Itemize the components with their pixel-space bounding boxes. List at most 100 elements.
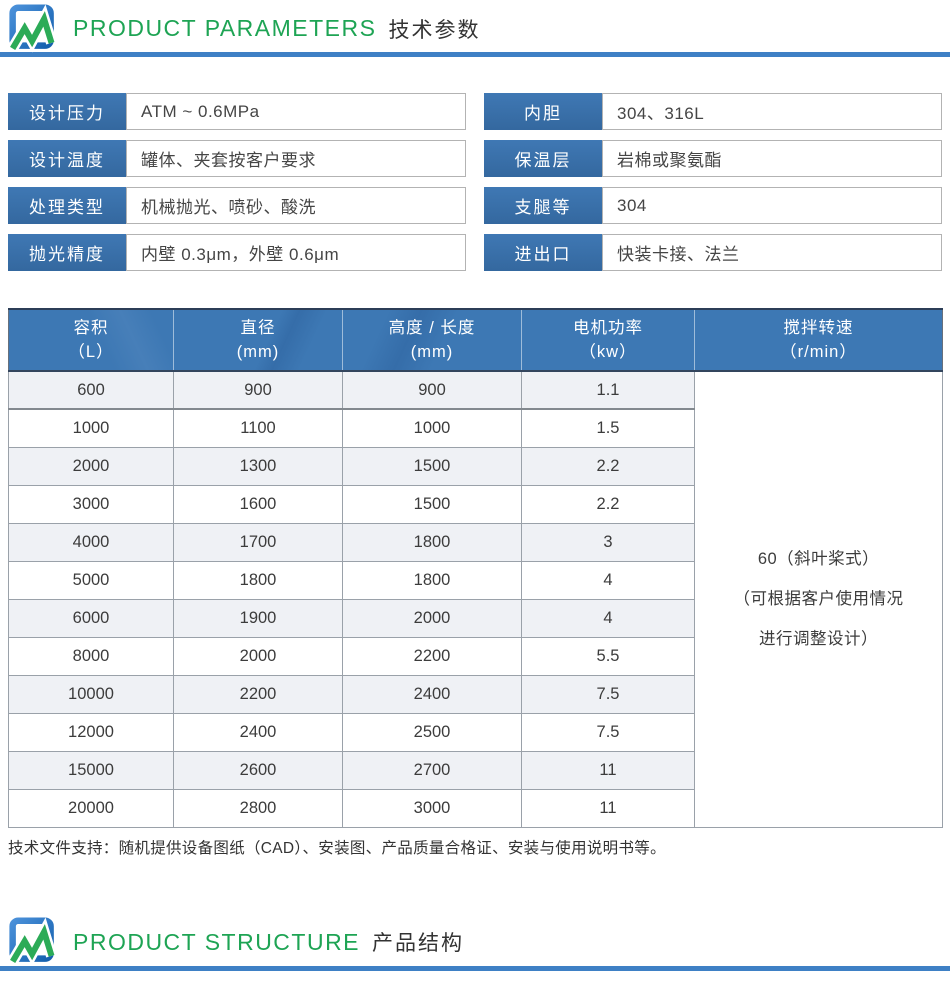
height-length-cell: 1500 (342, 484, 522, 524)
param-row-inlet-outlet: 进出口 快装卡接、法兰 (484, 234, 942, 271)
param-value: 快装卡接、法兰 (602, 234, 942, 271)
column-header-motor-power: 电机功率 （kw） (521, 309, 695, 372)
brand-logo-icon (8, 917, 58, 967)
power-cell: 1.1 (521, 370, 695, 410)
power-cell: 1.5 (521, 408, 695, 448)
param-value: 304、316L (602, 93, 942, 130)
section-header-parameters: PRODUCT PARAMETERS 技术参数 (0, 0, 950, 57)
param-label: 设计压力 (8, 93, 126, 130)
spec-table-body: 600 900 900 1.1 60（斜叶桨式） （可根据客户使用情况 进行调整… (8, 370, 943, 828)
volume-cell: 15000 (8, 750, 174, 790)
param-label: 保温层 (484, 140, 602, 177)
volume-cell: 8000 (8, 636, 174, 676)
section-title-en: PRODUCT PARAMETERS (73, 15, 377, 41)
column-header-volume: 容积 （L） (8, 309, 174, 372)
param-row-design-temperature: 设计温度 罐体、夹套按客户要求 (8, 140, 466, 177)
power-cell: 7.5 (521, 674, 695, 714)
table-row: 12000 2400 2500 7.5 (8, 712, 943, 752)
param-row-polish-precision: 抛光精度 内壁 0.3μm，外壁 0.6μm (8, 234, 466, 271)
diameter-cell: 900 (173, 370, 343, 410)
volume-cell: 5000 (8, 560, 174, 600)
height-length-cell: 2400 (342, 674, 522, 714)
header-row: 容积 （L） 直径 (mm) 高度 / 长度 (mm) 电机功率 （kw） 搅拌… (8, 309, 943, 372)
volume-cell: 2000 (8, 446, 174, 486)
param-row-insulation-layer: 保温层 岩棉或聚氨酯 (484, 140, 942, 177)
parameters-right-column: 内胆 304、316L 保温层 岩棉或聚氨酯 支腿等 304 进出口 快装卡接、… (484, 93, 942, 281)
height-length-cell: 2200 (342, 636, 522, 676)
power-cell: 11 (521, 750, 695, 790)
column-unit: （r/min） (780, 343, 857, 361)
diameter-cell: 2400 (173, 712, 343, 752)
power-cell: 11 (521, 788, 695, 828)
diameter-cell: 1600 (173, 484, 343, 524)
power-cell: 2.2 (521, 484, 695, 524)
stir-speed-line: 进行调整设计） (759, 630, 878, 649)
stir-speed-line: （可根据客户使用情况 (733, 590, 904, 609)
volume-cell: 1000 (8, 408, 174, 448)
volume-cell: 12000 (8, 712, 174, 752)
table-row: 20000 2800 3000 11 (8, 788, 943, 828)
table-row: 6000 1900 2000 4 (8, 598, 943, 638)
stir-speed-cell: 60（斜叶桨式） （可根据客户使用情况 进行调整设计） (694, 370, 943, 828)
param-label: 支腿等 (484, 187, 602, 224)
table-row: 4000 1700 1800 3 (8, 522, 943, 562)
height-length-cell: 1800 (342, 560, 522, 600)
height-length-cell: 900 (342, 370, 522, 410)
diameter-cell: 1100 (173, 408, 343, 448)
param-value: 罐体、夹套按客户要求 (126, 140, 466, 177)
column-unit: (mm) (236, 343, 280, 361)
diameter-cell: 2600 (173, 750, 343, 790)
param-value: 304 (602, 187, 942, 224)
technical-support-note: 技术文件支持：随机提供设备图纸（CAD）、安装图、产品质量合格证、安装与使用说明… (8, 839, 666, 857)
power-cell: 5.5 (521, 636, 695, 676)
diameter-cell: 1900 (173, 598, 343, 638)
volume-cell: 10000 (8, 674, 174, 714)
param-label: 设计温度 (8, 140, 126, 177)
param-row-treatment-type: 处理类型 机械抛光、喷砂、酸洗 (8, 187, 466, 224)
stir-speed-line: 60（斜叶桨式） (757, 550, 880, 569)
section-header-structure: PRODUCT STRUCTURE 产品结构 (0, 914, 950, 971)
param-label: 处理类型 (8, 187, 126, 224)
table-row: 600 900 900 1.1 60（斜叶桨式） （可根据客户使用情况 进行调整… (8, 370, 943, 828)
height-length-cell: 1000 (342, 408, 522, 448)
param-label: 内胆 (484, 93, 602, 130)
section-title-zh: 产品结构 (372, 932, 465, 955)
table-row: 2000 1300 1500 2.2 (8, 446, 943, 486)
spec-table: 容积 （L） 直径 (mm) 高度 / 长度 (mm) 电机功率 （kw） 搅拌… (8, 308, 943, 828)
diameter-cell: 2200 (173, 674, 343, 714)
column-unit: (mm) (410, 343, 454, 361)
power-cell: 2.2 (521, 446, 695, 486)
column-header-stir-speed: 搅拌转速 （r/min） (694, 309, 943, 372)
param-row-legs: 支腿等 304 (484, 187, 942, 224)
param-label: 进出口 (484, 234, 602, 271)
table-row: 3000 1600 1500 2.2 (8, 484, 943, 524)
param-value: 机械抛光、喷砂、酸洗 (126, 187, 466, 224)
param-value: ATM ~ 0.6MPa (126, 93, 466, 130)
param-value: 岩棉或聚氨酯 (602, 140, 942, 177)
column-header-diameter: 直径 (mm) (173, 309, 343, 372)
table-row: 5000 1800 1800 4 (8, 560, 943, 600)
power-cell: 4 (521, 598, 695, 638)
diameter-cell: 2000 (173, 636, 343, 676)
param-row-design-pressure: 设计压力 ATM ~ 0.6MPa (8, 93, 466, 130)
param-value: 内壁 0.3μm，外壁 0.6μm (126, 234, 466, 271)
diameter-cell: 2800 (173, 788, 343, 828)
power-cell: 3 (521, 522, 695, 562)
volume-cell: 600 (8, 370, 174, 410)
volume-cell: 3000 (8, 484, 174, 524)
volume-cell: 6000 (8, 598, 174, 638)
column-name: 搅拌转速 (783, 319, 854, 337)
diameter-cell: 1300 (173, 446, 343, 486)
column-unit: （kw） (579, 343, 637, 361)
column-unit: （L） (68, 343, 114, 361)
height-length-cell: 2700 (342, 750, 522, 790)
column-name: 直径 (240, 319, 276, 337)
parameters-grid: 设计压力 ATM ~ 0.6MPa 设计温度 罐体、夹套按客户要求 处理类型 机… (8, 93, 942, 281)
param-row-inner-tank: 内胆 304、316L (484, 93, 942, 130)
volume-cell: 4000 (8, 522, 174, 562)
brand-logo-icon (8, 3, 58, 54)
diameter-cell: 1700 (173, 522, 343, 562)
spec-table-header: 容积 （L） 直径 (mm) 高度 / 长度 (mm) 电机功率 （kw） 搅拌… (8, 309, 943, 372)
height-length-cell: 1800 (342, 522, 522, 562)
column-name: 电机功率 (573, 319, 643, 337)
